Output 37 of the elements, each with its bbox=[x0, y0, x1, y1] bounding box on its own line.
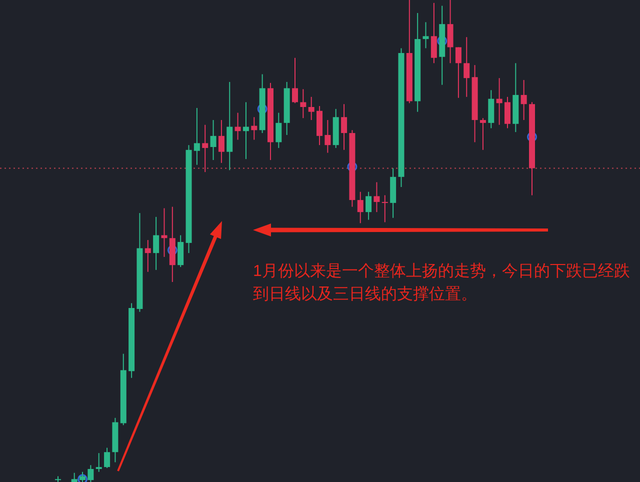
candlestick bbox=[504, 96, 510, 129]
candlestick bbox=[357, 191, 364, 224]
candlestick bbox=[308, 96, 314, 121]
candlestick bbox=[455, 46, 462, 98]
annotation: 1月份以来是一个整体上扬的走势，今日的下跌已经跌到日线以及三日线的支撑位置。 bbox=[253, 262, 630, 303]
candlestick bbox=[251, 116, 258, 140]
candlestick bbox=[480, 118, 486, 150]
candlestick bbox=[366, 191, 372, 220]
candlestick bbox=[324, 120, 331, 154]
candlestick bbox=[55, 476, 61, 482]
candlestick bbox=[178, 234, 184, 268]
candlestick bbox=[161, 208, 168, 258]
candlestick bbox=[374, 182, 380, 213]
candlestick bbox=[104, 447, 110, 469]
candlestick bbox=[447, 0, 454, 64]
candlestick bbox=[430, 2, 437, 64]
candlestick bbox=[422, 22, 429, 49]
candlestick bbox=[88, 464, 94, 482]
candlestick bbox=[341, 104, 348, 150]
candlestick bbox=[71, 472, 78, 482]
candlestick bbox=[80, 471, 86, 482]
candlestick bbox=[234, 112, 241, 140]
candlestick bbox=[144, 240, 151, 272]
candlestick bbox=[96, 452, 102, 472]
candlestick bbox=[210, 120, 216, 161]
candlestick bbox=[218, 120, 224, 164]
candlestick bbox=[242, 102, 249, 160]
candlestick bbox=[153, 216, 160, 270]
candlestick bbox=[300, 88, 306, 119]
candlestick bbox=[276, 112, 282, 148]
candlestick bbox=[382, 194, 388, 223]
candlestick bbox=[520, 80, 527, 121]
candlestick bbox=[292, 57, 298, 104]
candlestick bbox=[496, 78, 502, 126]
candlestick bbox=[194, 107, 200, 166]
candlestick bbox=[202, 124, 208, 173]
candlestick bbox=[464, 36, 470, 98]
